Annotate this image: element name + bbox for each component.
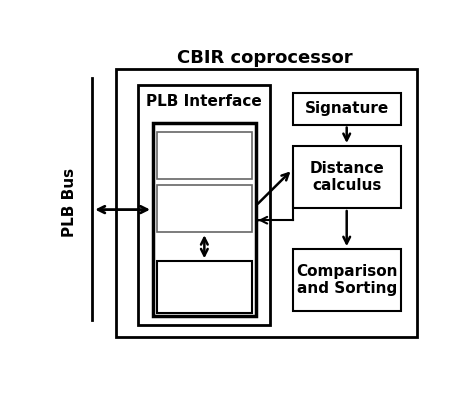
Bar <box>116 69 418 337</box>
Bar <box>156 185 252 232</box>
Bar <box>138 85 271 325</box>
Bar <box>156 132 252 179</box>
Bar <box>156 261 252 313</box>
Text: Distance
calculus: Distance calculus <box>310 161 384 193</box>
Text: PLB Bus: PLB Bus <box>62 167 77 236</box>
Text: CBIR coprocessor: CBIR coprocessor <box>177 49 353 67</box>
Text: DMA
controller: DMA controller <box>163 271 246 303</box>
Text: PLB Interface: PLB Interface <box>146 95 262 110</box>
Bar <box>292 93 401 125</box>
Bar <box>292 249 401 311</box>
Bar <box>292 146 401 208</box>
Text: Comparison
and Sorting: Comparison and Sorting <box>296 264 398 296</box>
Text: Read
memory: Read memory <box>175 141 233 171</box>
Text: Signature: Signature <box>305 101 389 116</box>
Text: Write
memory: Write memory <box>175 194 233 224</box>
Bar <box>153 123 256 316</box>
